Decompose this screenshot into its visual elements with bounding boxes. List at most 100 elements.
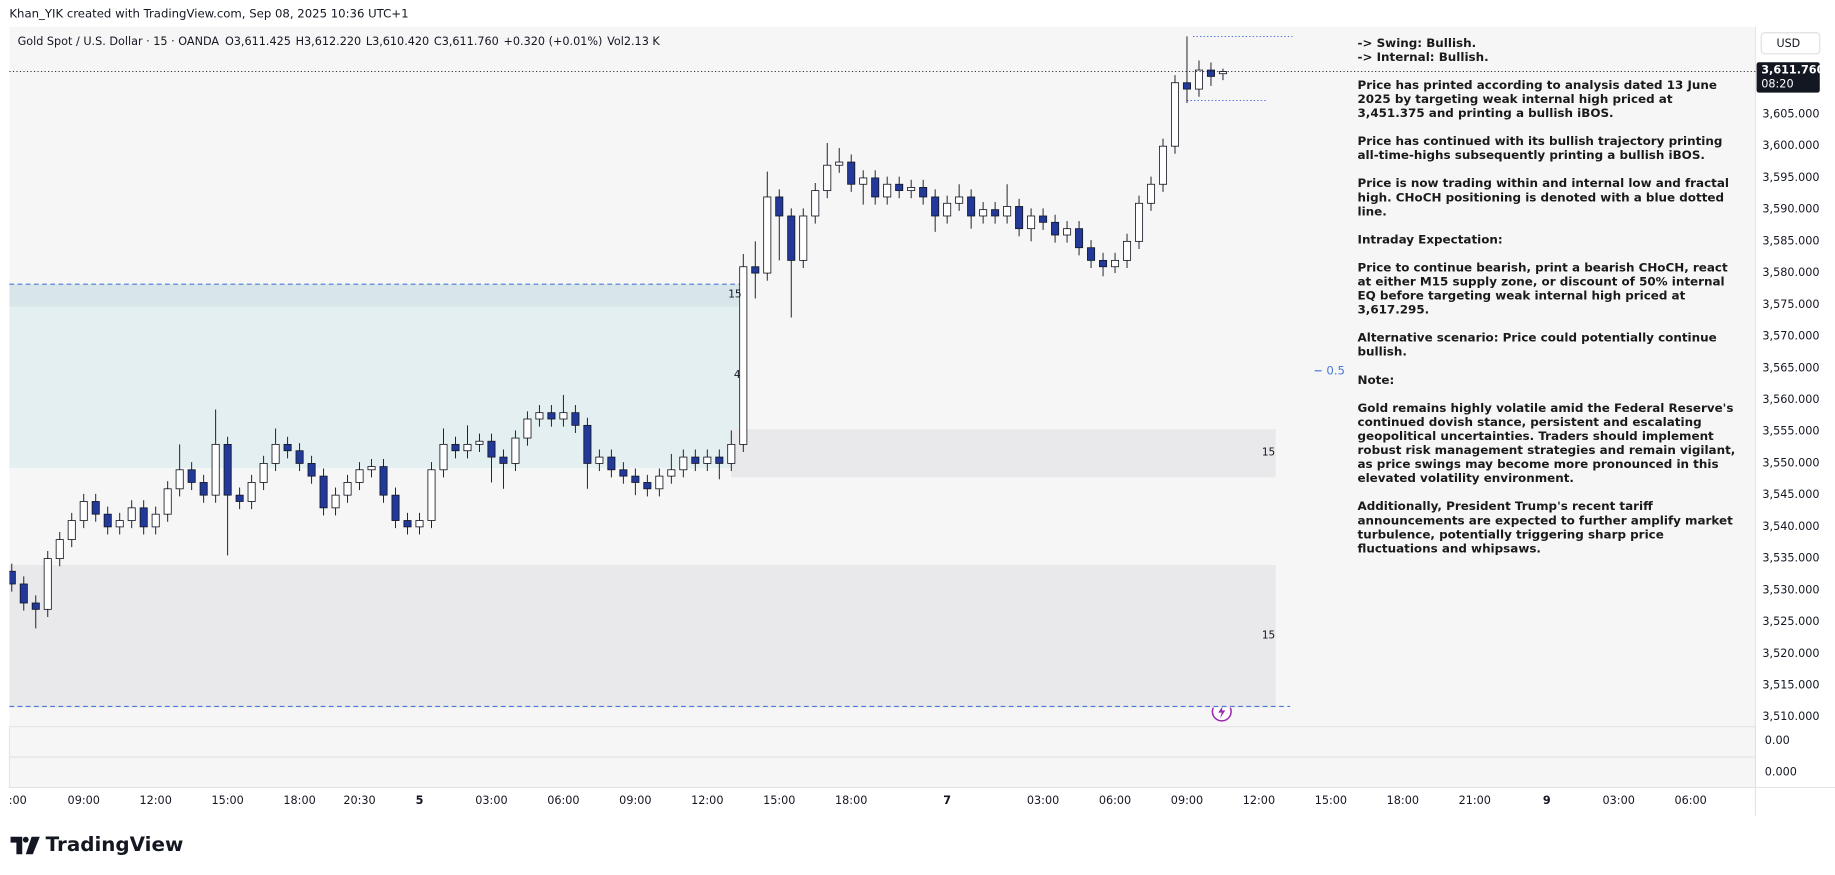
candle-body [667, 469, 676, 477]
x-tick-label: 20:30 [343, 794, 375, 807]
note-line: continued dovish stance, persistent and … [1358, 415, 1702, 429]
note-line: -> Swing: Bullish. [1358, 36, 1477, 50]
y-tick-label: 3,530.000 [1762, 583, 1819, 596]
candle-body [115, 520, 124, 528]
price-change: +0.320 (+0.01%) [504, 35, 603, 48]
x-tick-label: 12:00 [140, 794, 172, 807]
candle-body [67, 520, 76, 540]
currency[interactable]: USD [1776, 37, 1800, 50]
note-line: elevated volatility environment. [1358, 471, 1574, 485]
candle-body [1027, 215, 1036, 230]
y-tick-label: 3,570.000 [1762, 330, 1819, 343]
x-tick-label: 09:00 [619, 794, 651, 807]
note-line: Gold remains highly volatile amid the Fe… [1358, 401, 1734, 415]
x-tick-label: 03:00 [1603, 794, 1635, 807]
note-line: all-time-highs subsequently printing a b… [1358, 148, 1705, 162]
y-tick-label: 3,550.000 [1762, 456, 1819, 469]
x-tick-label: :00 [9, 794, 27, 807]
candle-body [163, 488, 172, 515]
note-line: Price has printed according to analysis … [1358, 78, 1717, 92]
y-tick-label: 3,575.000 [1762, 298, 1819, 311]
x-tick-label: 06:00 [1099, 794, 1131, 807]
candle-body [979, 209, 988, 217]
note-line: Alternative scenario: Price could potent… [1358, 331, 1717, 345]
candle-body [1123, 240, 1132, 261]
candle-body [643, 482, 652, 490]
candle-body [1015, 206, 1024, 230]
note-line: fluctuations and whipsaws. [1358, 541, 1541, 555]
ohlc-value: 3,610.420 [372, 35, 429, 48]
zone [9, 284, 744, 468]
author-line: Khan_YIK created with TradingView.com, S… [9, 7, 408, 21]
note-line: 3,451.375 and printing a bullish iBOS. [1358, 106, 1614, 120]
x-tick-label: 03:00 [475, 794, 507, 807]
ohlc-value: 3,611.760 [442, 35, 499, 48]
x-tick-label: 5 [416, 794, 424, 807]
candle-body [943, 202, 952, 217]
candle-body [787, 215, 796, 261]
candle-body [775, 196, 784, 217]
zone-label: 0.5 [1326, 363, 1345, 377]
candle-body [595, 456, 604, 464]
candle-body [751, 266, 760, 274]
candle-body [19, 583, 28, 604]
note-line: line. [1358, 204, 1387, 218]
candle-body [223, 443, 232, 496]
candle-body [427, 469, 436, 521]
ohlc-key: C [434, 35, 442, 48]
candle-body [523, 418, 532, 439]
note-line: high. CHoCH positioning is denoted with … [1358, 190, 1725, 204]
note-line: announcements are expected to further am… [1358, 513, 1734, 527]
currency-box[interactable] [1760, 32, 1821, 55]
price-label: 3,611.760 [1761, 63, 1824, 76]
candle-body [571, 412, 580, 426]
candle-body [1147, 183, 1156, 204]
note-line: at either M15 supply zone, or discount o… [1358, 275, 1725, 289]
candle-body [991, 209, 1000, 217]
indicator-pane [8, 726, 1756, 758]
countdown-label: 08:20 [1761, 77, 1793, 90]
candle-body [367, 466, 376, 471]
note-line: 2025 by targeting weak internal high pri… [1358, 92, 1673, 106]
note-line: 3,617.295. [1358, 303, 1430, 317]
volume: Vol2.13 K [607, 35, 660, 48]
candle-body [703, 456, 712, 464]
symbol-line: Gold Spot / U.S. Dollar · 15 · OANDA O3,6… [18, 35, 661, 48]
x-tick-label: 03:00 [1027, 794, 1059, 807]
y-tick-label: 3,585.000 [1762, 234, 1819, 247]
candle-body [439, 443, 448, 471]
x-tick-label: 06:00 [1674, 794, 1706, 807]
note-line: Price is now trading within and internal… [1358, 176, 1730, 190]
zone-label: 4 [734, 369, 741, 381]
candle-body [607, 456, 616, 471]
y-tick-label: 3,600.000 [1762, 139, 1819, 152]
candle-body [295, 450, 304, 464]
zone [731, 429, 1276, 478]
ohlc-key: L [366, 35, 373, 48]
y-tick-label: 3,605.000 [1762, 107, 1819, 120]
note-line: -> Internal: Bullish. [1358, 50, 1489, 64]
candle-body [739, 266, 748, 445]
candle-body [931, 196, 940, 217]
y-tick-label: 3,545.000 [1762, 488, 1819, 501]
candle-body [43, 558, 52, 610]
candle-body [1039, 215, 1048, 223]
note-line: bullish. [1358, 345, 1407, 359]
plot-area [9, 35, 1293, 708]
candle-body [211, 443, 220, 496]
note-line: EQ before targeting weak internal high p… [1358, 289, 1686, 303]
candle-body [955, 196, 964, 204]
candle-body [967, 196, 976, 217]
ohlc-value: 3,611.425 [234, 35, 291, 48]
candle-body [631, 475, 640, 483]
x-tick-label: 09:00 [1171, 794, 1203, 807]
candle-body [55, 539, 64, 560]
candle-body [103, 513, 112, 528]
note-line: robust risk management strategies and re… [1358, 443, 1736, 457]
note-line: Price has continued with its bullish tra… [1358, 134, 1723, 148]
candle-body [1099, 259, 1108, 268]
candle-body [655, 475, 664, 490]
y-tick-label: 3,555.000 [1762, 425, 1819, 438]
note-line: as price swings may become more pronounc… [1358, 457, 1719, 471]
candle-body [1087, 247, 1096, 261]
